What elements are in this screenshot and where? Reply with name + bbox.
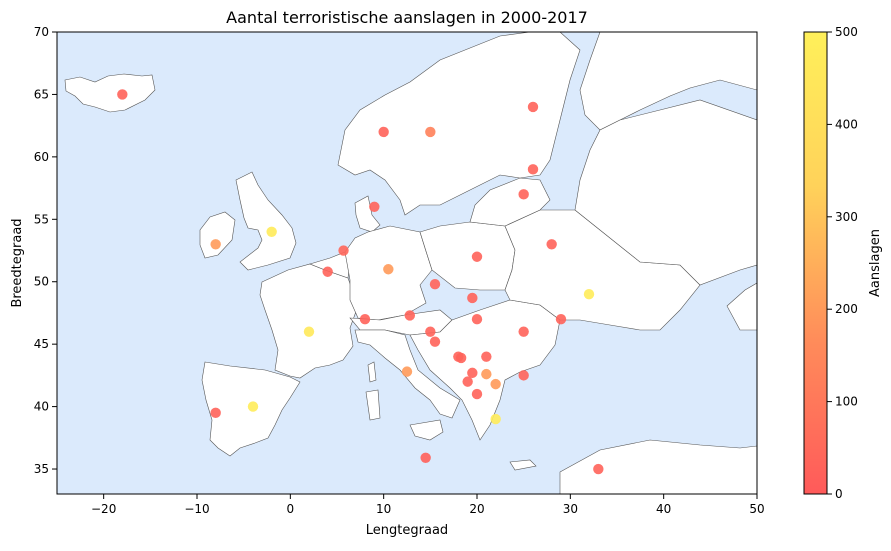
russia-east — [579, 32, 757, 131]
colorbar-label: Aanslagen — [868, 229, 883, 297]
data-point-32 — [518, 326, 529, 337]
crete — [509, 459, 537, 471]
data-point-19 — [429, 336, 441, 347]
x-tick-label-2: −10 — [184, 502, 209, 516]
data-point-27 — [471, 388, 483, 400]
data-point-1 — [117, 89, 128, 100]
x-tick-label-4: 10 — [376, 502, 391, 516]
data-point-7 — [322, 266, 333, 277]
y-tick-label-7: 65 — [34, 87, 49, 101]
colorbar — [803, 31, 828, 495]
turkey — [559, 439, 757, 494]
data-point-21 — [455, 352, 467, 364]
data-point-15 — [429, 279, 441, 290]
colorbar-tick-label-6: 500 — [835, 25, 858, 39]
y-tick-label-4: 50 — [34, 275, 49, 289]
data-point-33 — [518, 370, 529, 381]
data-point-37 — [546, 239, 557, 250]
data-point-34 — [518, 189, 529, 200]
x-tick-label-6: 30 — [563, 502, 578, 516]
y-tick-label-5: 55 — [34, 212, 49, 226]
data-point-8 — [338, 245, 349, 256]
data-point-40 — [593, 463, 604, 475]
data-point-30 — [490, 378, 501, 390]
y-axis-label: Breedtegraad — [10, 218, 25, 307]
data-point-12 — [383, 264, 394, 275]
data-point-18 — [425, 326, 436, 337]
y-tick-label-1: 35 — [34, 462, 49, 476]
denmark — [354, 195, 381, 233]
colorbar-tick-label-2: 100 — [835, 395, 858, 409]
y-tick-label-6: 60 — [34, 150, 49, 164]
data-point-4 — [210, 407, 221, 419]
data-point-17 — [420, 452, 431, 463]
x-axis-ticks: −20 −10 0 10 20 30 40 50 — [91, 494, 765, 516]
great-britain — [235, 171, 297, 271]
data-point-26 — [471, 251, 483, 262]
plot-frame — [56, 31, 758, 495]
scatter-points — [117, 89, 604, 475]
y-tick-label-3: 45 — [34, 337, 49, 351]
baltics — [469, 177, 551, 227]
data-point-5 — [247, 401, 259, 412]
data-point-31 — [490, 413, 501, 425]
data-point-24 — [467, 292, 478, 304]
x-tick-label-7: 40 — [656, 502, 671, 516]
colorbar-tick-label-4: 300 — [835, 210, 858, 224]
data-point-28 — [481, 351, 492, 362]
colorbar-tick-label-1: 0 — [835, 487, 843, 501]
x-tick-label-1: −20 — [91, 502, 116, 516]
colorbar-tick-label-5: 400 — [835, 117, 858, 131]
y-tick-label-2: 40 — [34, 400, 49, 414]
data-point-36 — [527, 101, 539, 113]
y-tick-label-8: 70 — [34, 25, 49, 39]
x-tick-label-8: 50 — [749, 502, 764, 516]
data-point-38 — [555, 313, 567, 325]
data-point-10 — [369, 201, 380, 213]
data-point-23 — [467, 367, 478, 379]
data-point-11 — [378, 126, 389, 138]
data-point-16 — [401, 366, 413, 377]
corsica — [367, 361, 377, 383]
ireland — [199, 211, 236, 259]
x-tick-label-3: 0 — [287, 502, 295, 516]
sicily — [409, 419, 444, 441]
scandinavia — [337, 32, 581, 216]
russia-central — [574, 99, 757, 286]
data-point-35 — [527, 164, 539, 175]
data-point-22 — [462, 376, 473, 387]
iceland — [64, 73, 156, 113]
data-point-9 — [359, 313, 371, 325]
data-point-13 — [425, 126, 436, 138]
x-tick-label-5: 20 — [469, 502, 484, 516]
sardinia — [365, 389, 381, 421]
data-point-29 — [481, 368, 492, 380]
y-axis-ticks: 35 40 45 50 55 60 65 70 — [34, 25, 57, 476]
caucasus — [726, 282, 757, 331]
data-point-25 — [471, 313, 483, 325]
data-point-6 — [303, 326, 315, 337]
x-axis-label: Lengtegraad — [366, 523, 448, 538]
colorbar-ticks: 0 100 200 300 400 500 — [827, 25, 858, 501]
data-point-2 — [210, 239, 221, 250]
colorbar-tick-label-3: 200 — [835, 302, 858, 316]
data-point-39 — [583, 289, 595, 300]
chart-title: Aantal terroristische aanslagen in 2000-… — [226, 8, 588, 27]
data-point-3 — [266, 226, 277, 237]
data-point-14 — [404, 310, 415, 321]
